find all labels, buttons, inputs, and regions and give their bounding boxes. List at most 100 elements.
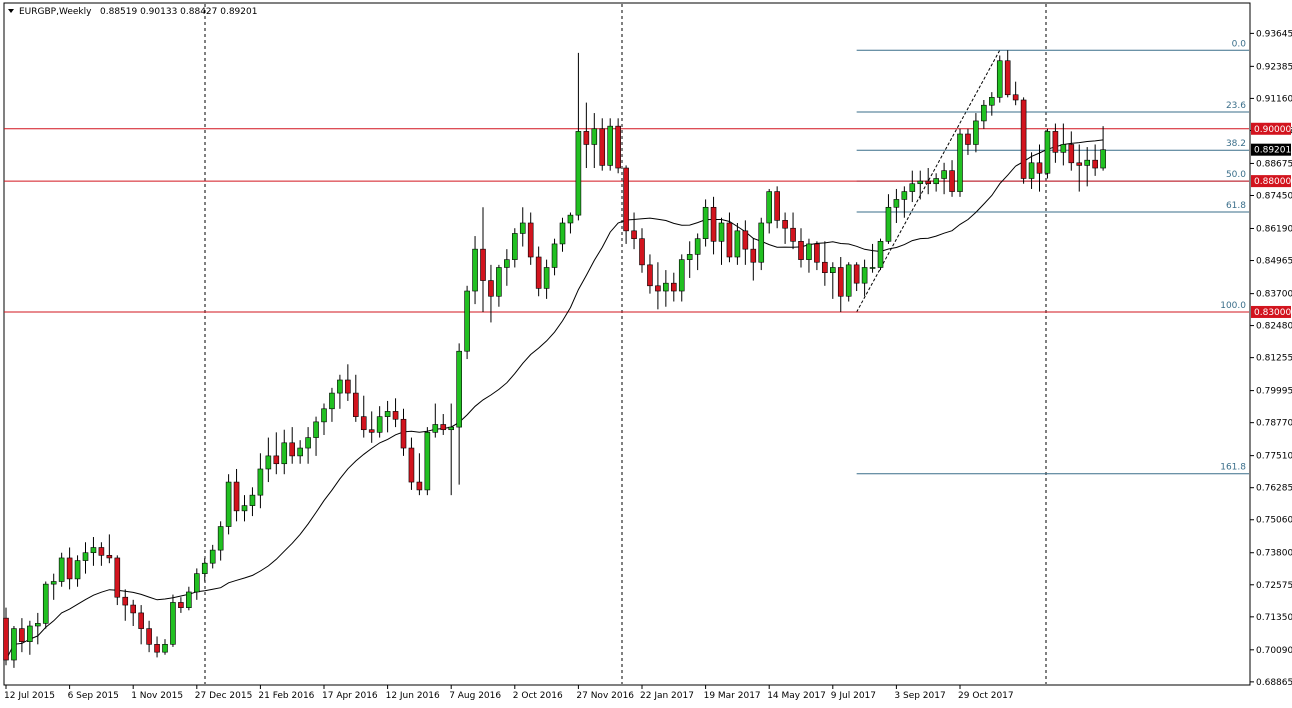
- time-tick-label: 17 Apr 2016: [322, 691, 378, 701]
- bull-candle: [90, 547, 97, 554]
- bear-candle: [583, 131, 590, 145]
- bull-candle: [162, 644, 168, 653]
- chart-ohlc-readout: 0.88519 0.90133 0.88427 0.89201: [100, 7, 257, 17]
- bear-candle: [742, 230, 749, 250]
- bear-candle: [925, 180, 932, 185]
- bull-candle: [384, 411, 391, 417]
- time-tick-label: 1 Nov 2015: [131, 691, 183, 701]
- current-price-label: 0.89201: [1254, 146, 1291, 156]
- time-tick-label: 22 Jan 2017: [640, 691, 694, 701]
- chart-symbol-label: EURGBP,Weekly: [19, 7, 92, 17]
- bear-candle: [750, 248, 757, 263]
- bull-candle: [321, 408, 327, 423]
- bear-candle: [798, 241, 804, 260]
- bear-candle: [1020, 99, 1027, 179]
- chart-menu-triangle-icon[interactable]: [8, 9, 14, 13]
- bear-candle: [527, 222, 534, 258]
- fibonacci-level-label: 38.2: [1226, 139, 1246, 149]
- price-tick-label: 0.71350: [1256, 613, 1292, 623]
- bull-candle: [1028, 162, 1035, 179]
- bull-candle: [217, 526, 224, 551]
- horizontal-level-price-box: [1251, 122, 1291, 135]
- bear-candle: [670, 282, 677, 292]
- bear-candle: [655, 285, 661, 292]
- bull-candle: [305, 437, 311, 449]
- time-tick-label: 21 Feb 2016: [258, 691, 314, 701]
- bear-candle: [408, 447, 415, 483]
- bear-candle: [138, 612, 144, 629]
- bear-candle: [599, 128, 606, 166]
- bear-candle: [368, 429, 375, 433]
- fibonacci-level-label: 161.8: [1220, 463, 1246, 473]
- bull-candle: [973, 120, 979, 145]
- bear-candle: [345, 379, 351, 394]
- price-tick-label: 0.91160: [1256, 94, 1292, 104]
- bull-candle: [901, 191, 908, 200]
- bear-candle: [480, 248, 486, 281]
- bull-candle: [265, 455, 272, 470]
- price-tick-label: 0.84965: [1256, 257, 1292, 267]
- bull-candle: [607, 125, 614, 166]
- bear-candle: [1092, 159, 1098, 169]
- bull-candle: [257, 468, 264, 496]
- price-tick-label: 0.86190: [1256, 224, 1292, 234]
- bull-candle: [996, 60, 1003, 98]
- bear-candle: [440, 424, 447, 431]
- bull-candle: [74, 560, 81, 580]
- time-tick-label: 6 Sep 2015: [68, 691, 119, 701]
- bull-candle: [845, 264, 852, 297]
- bear-candle: [639, 238, 645, 266]
- time-tick-label: 2 Oct 2016: [513, 691, 563, 701]
- bull-candle: [201, 562, 208, 574]
- horizontal-level-price-box: [1251, 175, 1291, 188]
- time-tick-label: 27 Nov 2016: [576, 691, 634, 701]
- price-tick-label: 0.87450: [1256, 192, 1292, 202]
- fibonacci-level-label: 100.0: [1220, 301, 1246, 311]
- price-tick-label: 0.68865: [1256, 678, 1292, 688]
- bear-candle: [114, 557, 121, 598]
- bull-candle: [933, 178, 939, 185]
- bear-candle: [98, 547, 105, 556]
- price-tick-label: 0.93645: [1256, 29, 1292, 39]
- price-tick-label: 0.83700: [1256, 290, 1292, 300]
- bear-candle: [782, 220, 788, 229]
- bull-candle: [718, 222, 725, 242]
- bear-candle: [1012, 94, 1019, 101]
- bear-candle: [66, 557, 73, 580]
- bull-candle: [957, 133, 963, 192]
- bull-candle: [241, 505, 248, 512]
- bull-candle: [194, 573, 200, 593]
- bull-candle: [575, 131, 582, 216]
- bull-candle: [376, 416, 383, 433]
- bull-candle: [567, 214, 574, 224]
- bear-candle: [774, 191, 780, 221]
- bear-candle: [790, 227, 796, 242]
- bull-candle: [297, 447, 303, 457]
- price-tick-label: 0.75060: [1256, 516, 1292, 526]
- bull-candle: [448, 426, 455, 431]
- time-tick-label: 14 May 2017: [767, 691, 826, 701]
- bull-candle: [758, 222, 765, 263]
- bear-candle: [853, 264, 860, 284]
- bear-candle: [233, 481, 240, 512]
- bull-candle: [504, 259, 510, 268]
- bull-candle: [591, 128, 598, 145]
- bear-candle: [122, 596, 129, 606]
- bull-candle: [313, 421, 319, 438]
- bull-candle: [734, 230, 741, 258]
- bull-candle: [209, 549, 216, 564]
- bear-candle: [822, 261, 828, 274]
- bull-candle: [225, 481, 232, 527]
- bull-candle: [551, 243, 558, 268]
- bear-candle: [106, 555, 113, 559]
- price-tick-label: 0.77510: [1256, 452, 1292, 462]
- bear-candle: [3, 617, 9, 661]
- bull-candle: [1084, 159, 1090, 166]
- bull-candle: [82, 552, 89, 561]
- bull-candle: [50, 581, 57, 585]
- candlesticks: [3, 50, 1106, 668]
- bear-candle: [615, 125, 621, 169]
- time-axis: 12 Jul 2015 6 Sep 2015 1 Nov 2015 27 Dec 20…: [4, 685, 1014, 701]
